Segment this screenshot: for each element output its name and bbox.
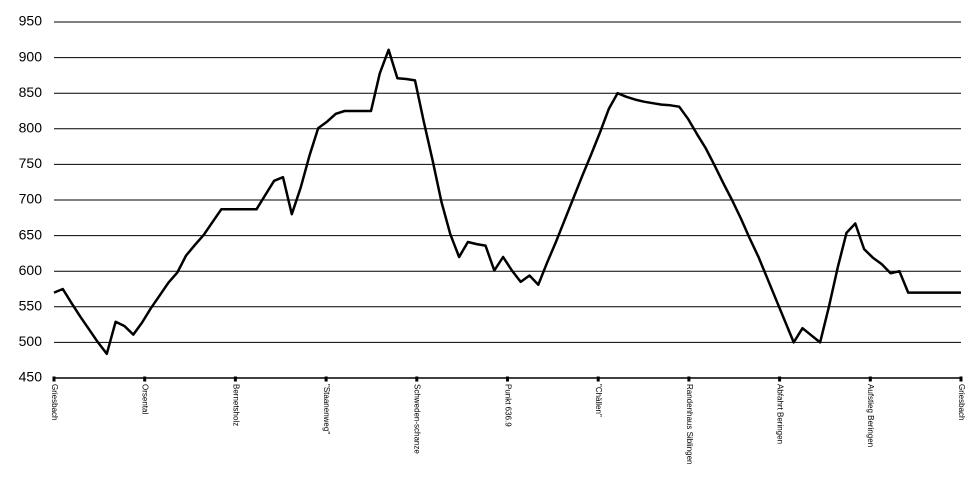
x-tick-label: "Staanenweg" <box>322 384 331 434</box>
x-tick-marker <box>324 376 328 382</box>
elevation-line <box>53 48 961 356</box>
y-tick-label: 500 <box>19 333 43 349</box>
y-tick-label: 750 <box>19 155 43 171</box>
x-tick-label: Randenhaus Siblingen <box>685 384 694 465</box>
x-tick-label: Schweden-schanze <box>413 384 422 454</box>
y-tick-label: 800 <box>19 120 43 136</box>
y-tick-label: 650 <box>19 226 43 242</box>
y-axis-tick-labels: 450 500 550 600 650 700 750 800 850 900 950 <box>19 13 43 385</box>
x-tick-marker <box>959 376 963 382</box>
x-axis-markers <box>52 376 963 382</box>
x-tick-label: Orsental <box>141 384 150 414</box>
x-tick-label: Punkt 636.9 <box>503 384 512 427</box>
y-tick-label: 450 <box>19 369 43 385</box>
x-tick-marker <box>233 376 237 382</box>
x-tick-marker <box>143 376 147 382</box>
x-tick-label: Abfahrt Beringen <box>775 384 784 444</box>
x-tick-label: Aufstieg Beringen <box>866 384 875 447</box>
y-tick-label: 850 <box>19 84 43 100</box>
x-tick-marker <box>596 376 600 382</box>
x-tick-marker <box>687 376 691 382</box>
x-tick-marker <box>415 376 419 382</box>
x-tick-label: Griesbach <box>957 384 966 420</box>
gridlines <box>54 21 961 379</box>
x-tick-marker <box>778 376 782 382</box>
y-tick-label: 700 <box>19 191 43 207</box>
y-tick-label: 600 <box>19 262 43 278</box>
x-tick-label: "Chällen" <box>594 384 603 417</box>
y-tick-label: 550 <box>19 298 43 314</box>
y-tick-label: 950 <box>19 13 43 29</box>
y-tick-label: 900 <box>19 48 43 64</box>
x-tick-marker <box>868 376 872 382</box>
x-axis-tick-labels: Griesbach Orsental Bernetsholz "Staanenweg"… <box>50 384 966 465</box>
x-tick-label: Bernetsholz <box>231 384 240 426</box>
x-tick-marker <box>52 376 56 382</box>
x-tick-marker <box>506 376 509 382</box>
x-tick-label: Griesbach <box>50 384 59 420</box>
